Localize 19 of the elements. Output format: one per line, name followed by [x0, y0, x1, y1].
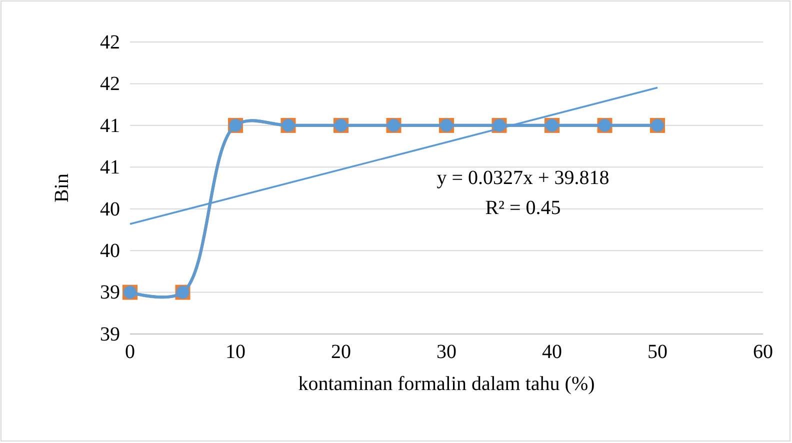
- x-tick-label: 60: [753, 341, 773, 364]
- x-tick-label: 20: [331, 341, 351, 364]
- y-tick-label: 40: [100, 198, 120, 220]
- y-tick-label: 40: [100, 240, 120, 262]
- x-tick-label: 50: [648, 341, 668, 364]
- y-tick-label: 41: [100, 156, 120, 179]
- x-tick-label: 40: [542, 341, 562, 364]
- y-tick-label: 42: [100, 31, 120, 54]
- y-tick-label: 41: [100, 114, 120, 137]
- x-axis-title: kontaminan formalin dalam tahu (%): [298, 373, 595, 395]
- y-tick-label: 39: [100, 282, 120, 304]
- y-tick-label: 42: [100, 73, 120, 96]
- y-axis-title: Bin: [51, 174, 73, 202]
- x-tick-label: 30: [436, 341, 456, 364]
- annotation: y = 0.0327x + 39.818: [436, 167, 610, 189]
- x-tick-label: 0: [125, 341, 135, 364]
- annotation: R² = 0.45: [485, 197, 561, 219]
- x-tick-label: 10: [226, 341, 246, 364]
- y-tick-label: 39: [100, 323, 120, 346]
